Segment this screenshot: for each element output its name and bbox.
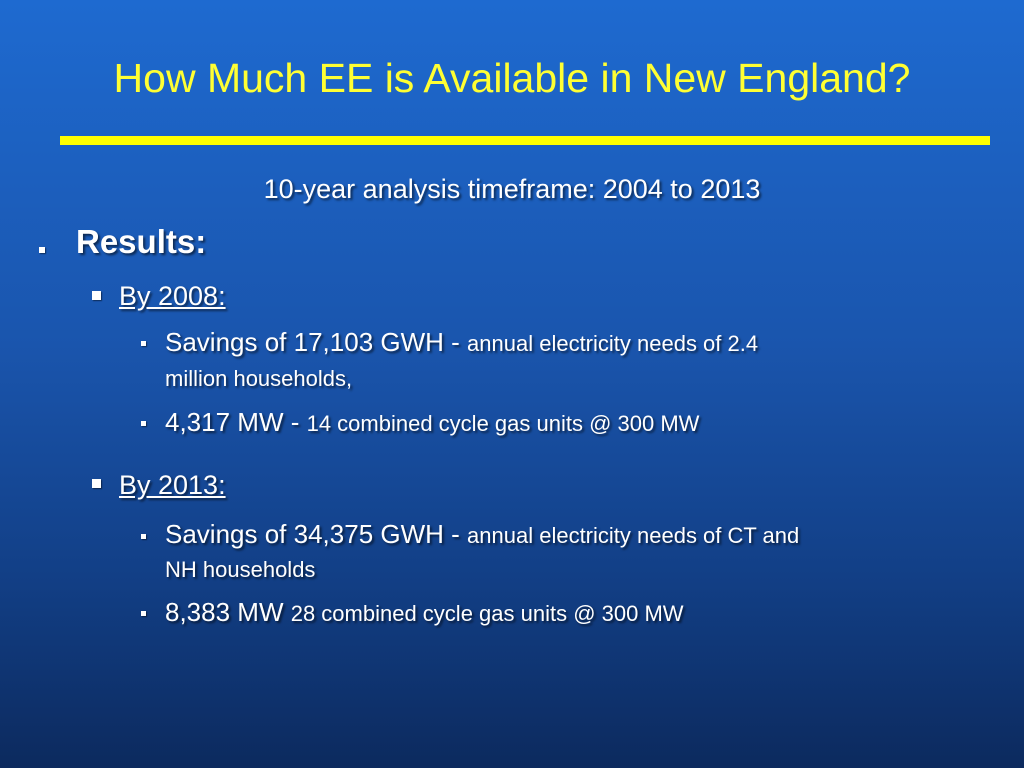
by2008-savings-item: Savings of 17,103 GWH - annual electrici… [165,326,758,360]
bullet-marker-2013-item2 [141,611,146,616]
by2008-savings-detail-continued: million households, [165,366,353,391]
slide-subtitle: 10-year analysis timeframe: 2004 to 2013 [263,174,761,204]
by2013-capacity-main: 8,383 MW [165,597,291,627]
by2013-savings-item: Savings of 34,375 GWH - annual electrici… [165,518,799,552]
by2008-capacity-main: 4,317 MW - [165,407,307,437]
by2013-heading: By 2013: [119,470,226,500]
by2008-capacity-item: 4,317 MW - 14 combined cycle gas units @… [165,406,699,440]
bullet-marker-results [39,247,45,253]
by2008-heading: By 2008: [119,281,226,311]
by2008-savings-main: Savings of 17,103 GWH - [165,327,468,357]
results-heading: Results: [76,223,207,260]
bullet-marker-by2008 [92,291,101,300]
by2013-savings-detail-continued: NH households [165,557,316,582]
slide-title: How Much EE is Available in New England? [113,55,911,101]
by2013-savings-main: Savings of 34,375 GWH - [165,519,468,549]
by2008-savings-detail: annual electricity needs of 2.4 [467,331,759,356]
bullet-marker-2008-item2 [141,421,146,426]
bullet-marker-2008-item1 [141,341,146,346]
by2013-savings-detail: annual electricity needs of CT and [467,523,800,548]
bullet-marker-2013-item1 [141,534,146,539]
title-underline-rule [60,136,990,145]
bullet-marker-by2013 [92,479,101,488]
by2013-capacity-item: 8,383 MW 28 combined cycle gas units @ 3… [165,596,684,630]
by2013-capacity-detail: 28 combined cycle gas units @ 300 MW [290,601,684,626]
by2008-capacity-detail: 14 combined cycle gas units @ 300 MW [306,411,700,436]
